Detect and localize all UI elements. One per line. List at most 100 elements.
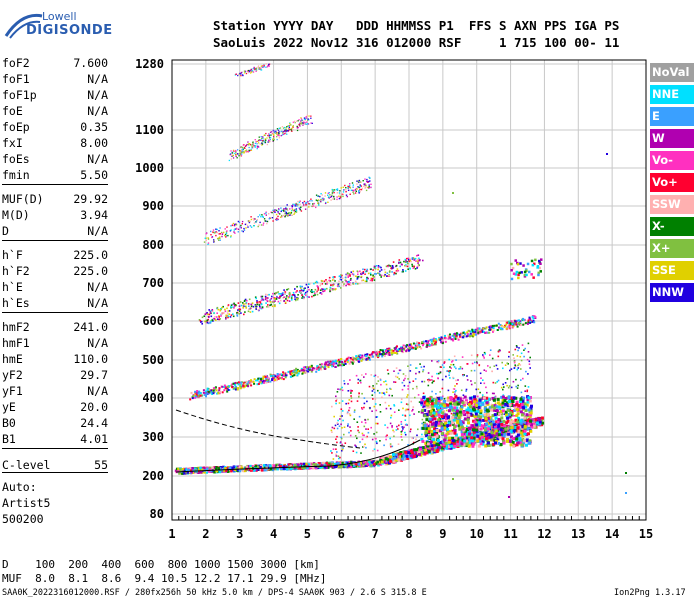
y-tick-label: 500 — [142, 353, 164, 367]
param-name: yF2 — [2, 368, 23, 382]
x-tick-label: 8 — [405, 527, 412, 541]
param-name: B1 — [2, 432, 16, 446]
param-name: MUF(D) — [2, 192, 44, 206]
param-separator — [2, 312, 108, 313]
legend-item: W — [650, 129, 694, 148]
param-name: foE — [2, 104, 23, 118]
param-separator — [2, 472, 108, 473]
autoscaling-text: Auto: — [2, 480, 37, 494]
logo-text-lowell: Lowell — [42, 10, 77, 23]
param-value: 110.0 — [73, 352, 108, 366]
x-tick-label: 12 — [537, 527, 551, 541]
x-tick-label: 10 — [469, 527, 483, 541]
y-tick-label: 1000 — [135, 161, 164, 175]
x-tick-label: 6 — [338, 527, 345, 541]
param-row: h`E N/A — [2, 280, 108, 296]
param-value: 29.7 — [80, 368, 108, 382]
x-tick-label: 1 — [168, 527, 175, 541]
y-tick-label: 1280 — [135, 57, 164, 71]
param-name: hmF2 — [2, 320, 30, 334]
legend-item: SSE — [650, 261, 694, 280]
x-tick-label: 9 — [439, 527, 446, 541]
x-tick-label: 11 — [503, 527, 517, 541]
y-tick-label: 300 — [142, 430, 164, 444]
logo-swoosh-icon — [4, 13, 43, 39]
param-value: 241.0 — [73, 320, 108, 334]
param-name: foF1 — [2, 72, 30, 86]
param-row: h`F2 225.0 — [2, 264, 108, 280]
param-value: 225.0 — [73, 264, 108, 278]
param-value: N/A — [87, 152, 108, 166]
param-row: C-level 55 — [2, 458, 108, 474]
lowell-digisonde-logo: Lowell DIGISONDE — [4, 10, 164, 50]
y-tick-label: 800 — [142, 238, 164, 252]
param-name: hmE — [2, 352, 23, 366]
param-value: 55 — [94, 458, 108, 472]
param-row: h`F 225.0 — [2, 248, 108, 264]
param-row: foF2 7.600 — [2, 56, 108, 72]
param-name: foEs — [2, 152, 30, 166]
param-row: foEs N/A — [2, 152, 108, 168]
param-value: 5.50 — [80, 168, 108, 182]
param-name: foF1p — [2, 88, 37, 102]
param-name: yF1 — [2, 384, 23, 398]
param-name: h`E — [2, 280, 23, 294]
x-tick-label: 14 — [605, 527, 619, 541]
param-value: N/A — [87, 88, 108, 102]
echo-traces — [174, 63, 627, 498]
param-name: fxI — [2, 136, 23, 150]
legend-item: Vo- — [650, 151, 694, 170]
x-tick-label: 7 — [372, 527, 379, 541]
param-name: foF2 — [2, 56, 30, 70]
param-row: MUF(D) 29.92 — [2, 192, 108, 208]
param-value: N/A — [87, 224, 108, 238]
param-name: hmF1 — [2, 336, 30, 350]
param-value: 0.35 — [80, 120, 108, 134]
header-values: SaoLuis 2022 Nov12 316 012000 RSF 1 715 … — [213, 35, 620, 50]
y-tick-label: 900 — [142, 199, 164, 213]
footer-muf-row: MUF 8.0 8.1 8.6 9.4 10.5 12.2 17.1 29.9 … — [2, 572, 327, 585]
param-row: foE N/A — [2, 104, 108, 120]
legend-item: NNW — [650, 283, 694, 302]
x-tick-label: 2 — [202, 527, 209, 541]
param-row: hmF2 241.0 — [2, 320, 108, 336]
param-name: h`F2 — [2, 264, 30, 278]
param-name: foEp — [2, 120, 30, 134]
param-value: 225.0 — [73, 248, 108, 262]
param-row: B0 24.4 — [2, 416, 108, 432]
param-row: yF2 29.7 — [2, 368, 108, 384]
param-value: 24.4 — [80, 416, 108, 430]
param-name: h`F — [2, 248, 23, 262]
x-tick-label: 3 — [236, 527, 243, 541]
footer-version: Ion2Png 1.3.17 — [614, 588, 686, 598]
param-value: 29.92 — [73, 192, 108, 206]
virtual-height-curve-solid — [175, 439, 421, 473]
param-name: h`Es — [2, 296, 30, 310]
y-tick-label: 400 — [142, 391, 164, 405]
footer-d-row: D 100 200 400 600 800 1000 1500 3000 [km… — [2, 558, 320, 571]
logo-text-digisonde: DIGISONDE — [26, 23, 113, 38]
param-value: N/A — [87, 336, 108, 350]
legend-item: Vo+ — [650, 173, 694, 192]
param-value: 4.01 — [80, 432, 108, 446]
param-value: 8.00 — [80, 136, 108, 150]
param-name: fmin — [2, 168, 30, 182]
param-row: fxI 8.00 — [2, 136, 108, 152]
param-row: B1 4.01 — [2, 432, 108, 448]
param-row: D N/A — [2, 224, 108, 240]
param-value: 7.600 — [73, 56, 108, 70]
legend-item: NNE — [650, 85, 694, 104]
param-separator — [2, 240, 108, 241]
param-row: yF1 N/A — [2, 384, 108, 400]
legend-item: NoVal — [650, 63, 694, 82]
x-tick-label: 5 — [304, 527, 311, 541]
param-value: N/A — [87, 72, 108, 86]
y-tick-label: 700 — [142, 276, 164, 290]
y-tick-label: 600 — [142, 314, 164, 328]
param-separator — [2, 448, 108, 449]
param-row: M(D) 3.94 — [2, 208, 108, 224]
param-name: D — [2, 224, 9, 238]
param-name: M(D) — [2, 208, 30, 222]
param-value: N/A — [87, 296, 108, 310]
